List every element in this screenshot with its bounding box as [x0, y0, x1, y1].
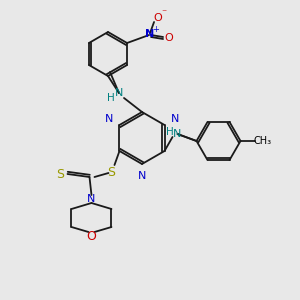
Text: CH₃: CH₃	[254, 136, 272, 146]
Text: N: N	[170, 114, 179, 124]
Text: N: N	[146, 29, 155, 39]
Text: S: S	[56, 167, 64, 181]
Text: S: S	[107, 167, 116, 179]
Text: +: +	[153, 26, 160, 34]
Text: N: N	[87, 194, 96, 204]
Text: O: O	[154, 13, 162, 23]
Text: N: N	[115, 88, 123, 98]
Text: H: H	[107, 93, 115, 103]
Text: O: O	[165, 33, 173, 43]
Text: H: H	[166, 127, 173, 137]
Text: ⁻: ⁻	[161, 8, 166, 18]
Text: N: N	[173, 129, 182, 139]
Text: N: N	[138, 171, 146, 181]
Text: N: N	[105, 114, 113, 124]
Text: O: O	[86, 230, 96, 244]
